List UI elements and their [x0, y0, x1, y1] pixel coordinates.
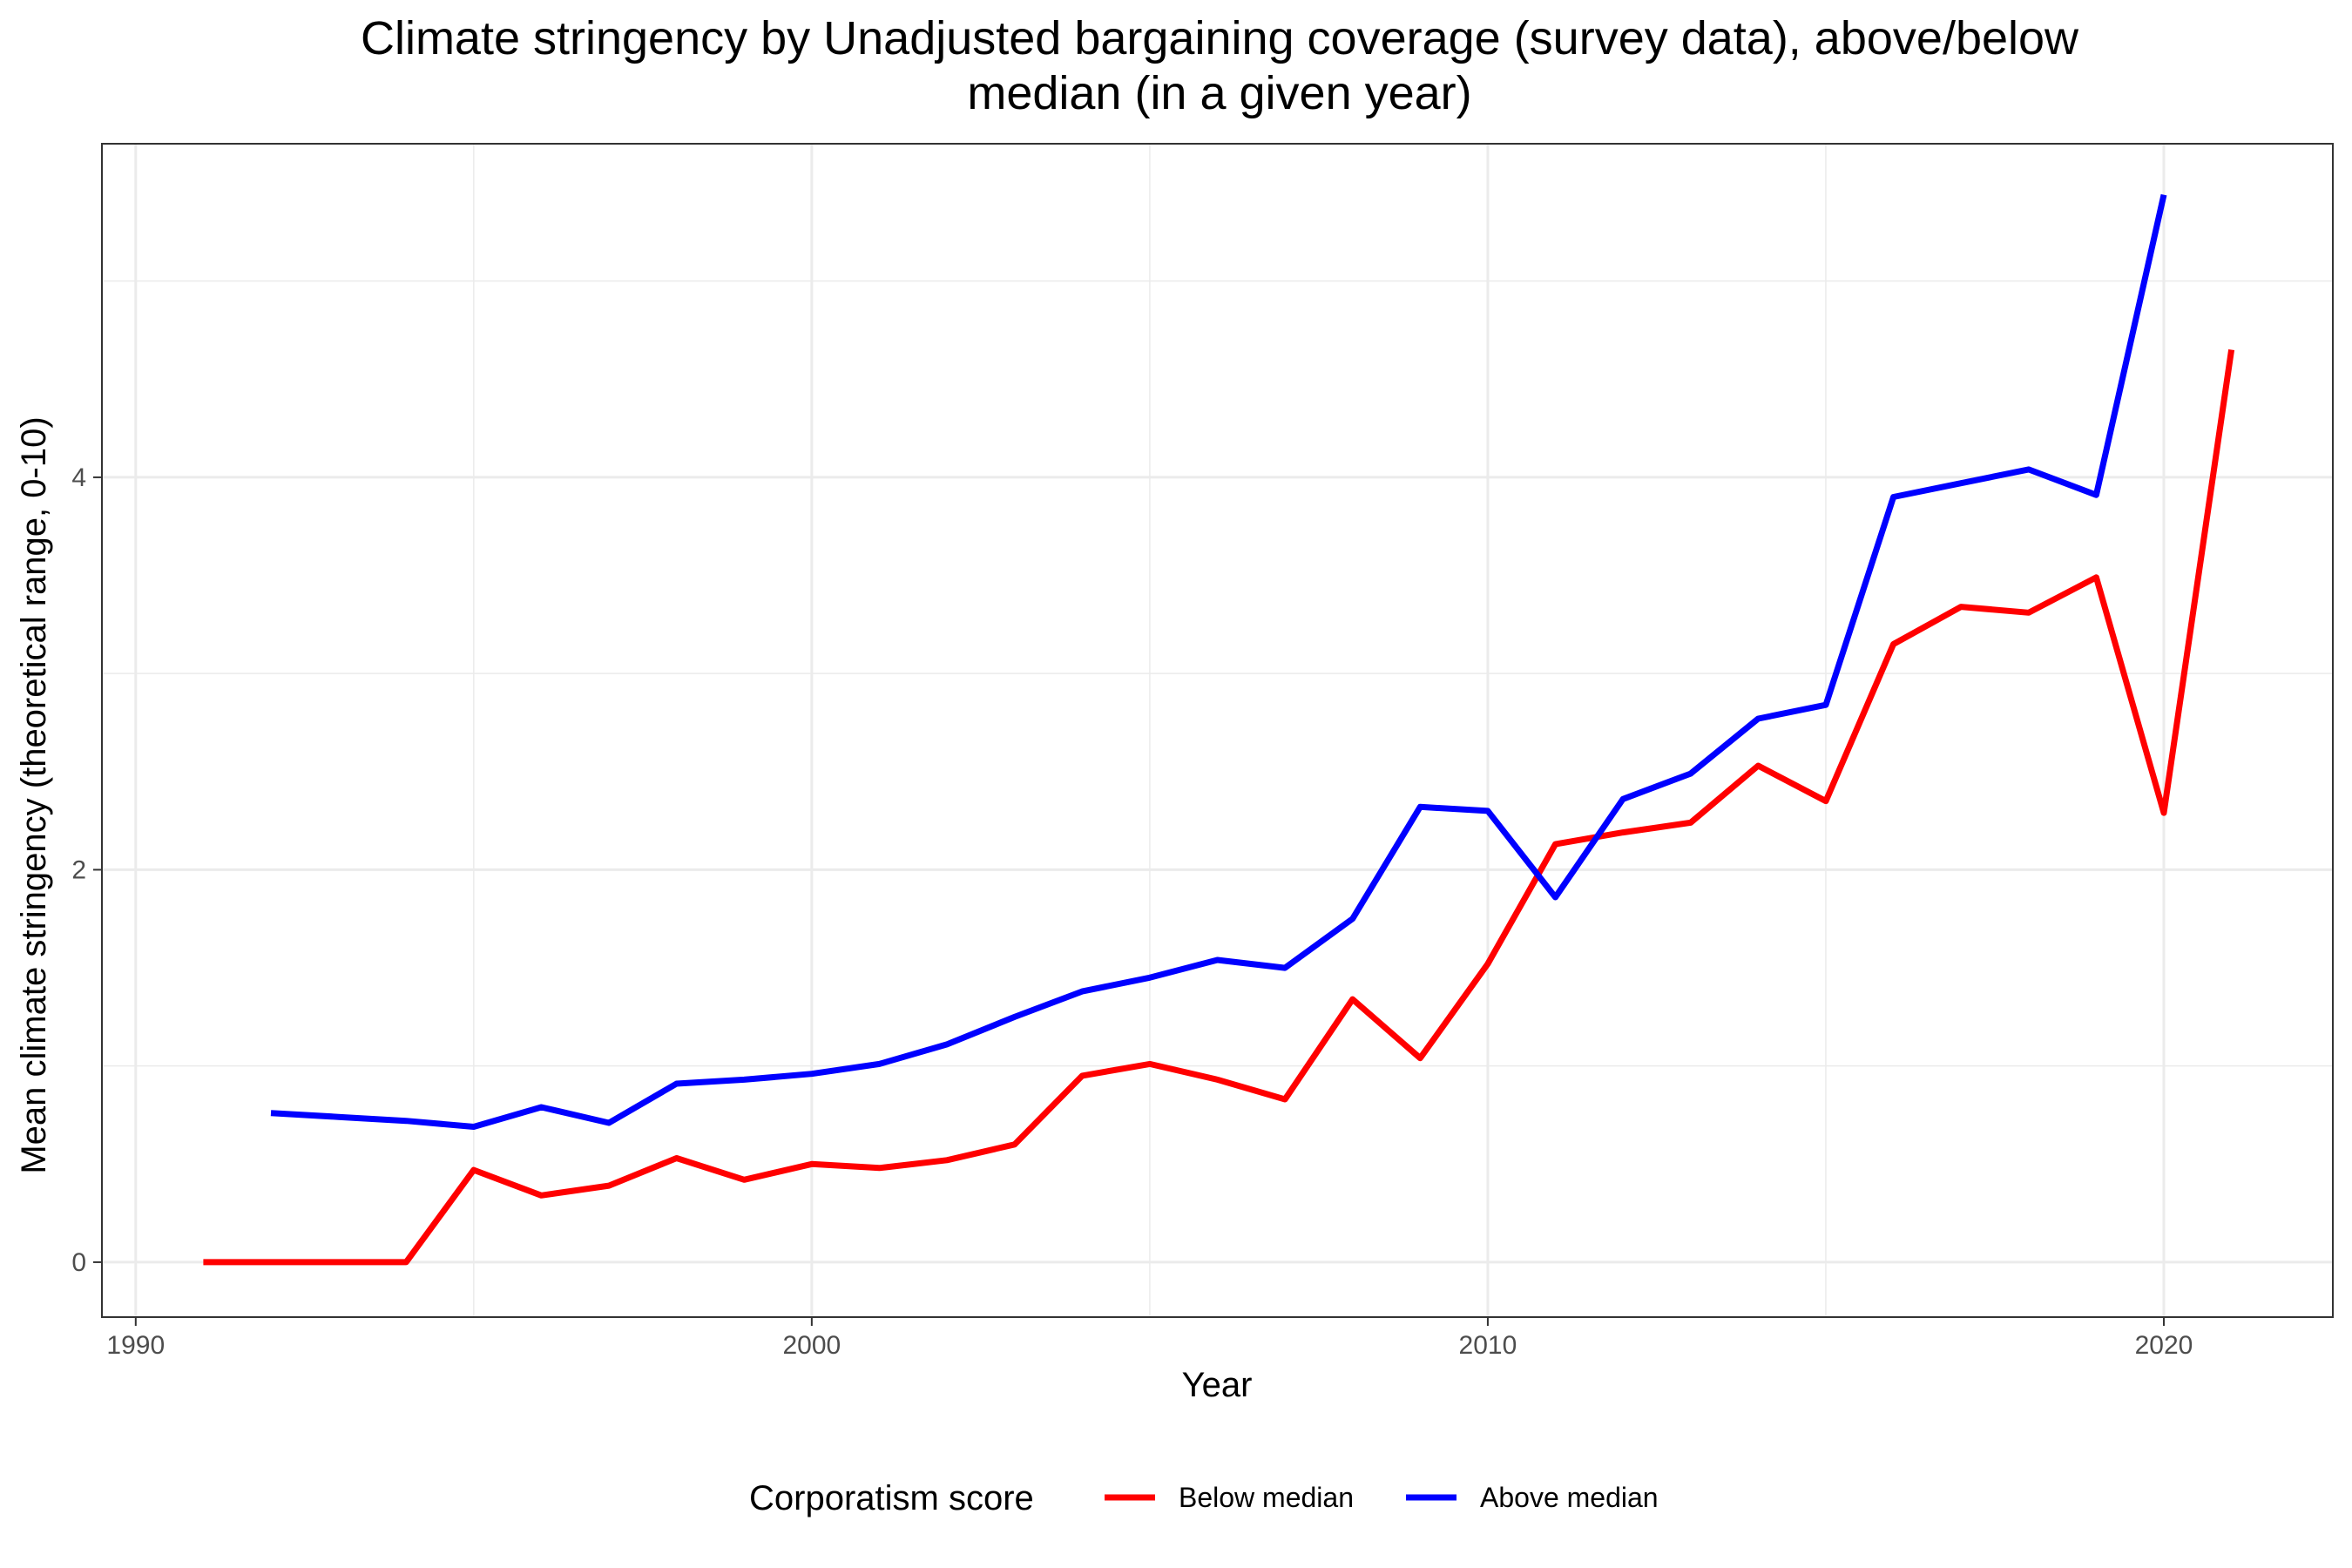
chart-title-line-1: Climate stringency by Unadjusted bargain… — [361, 12, 2079, 64]
x-tick-label: 1990 — [106, 1331, 165, 1360]
y-tick-label: 4 — [71, 463, 86, 492]
x-tick-label: 2000 — [782, 1331, 841, 1360]
y-axis-title: Mean climate stringency (theoretical ran… — [15, 416, 53, 1173]
grid-major — [102, 144, 2333, 1317]
y-tick-label: 2 — [71, 855, 86, 884]
legend-label-below-median: Below median — [1179, 1482, 1354, 1513]
panel-border — [101, 143, 2334, 1318]
x-tick-label: 2020 — [2135, 1331, 2193, 1360]
legend-label-above-median: Above median — [1480, 1482, 1659, 1513]
chart-title-line-2: median (in a given year) — [967, 67, 1471, 119]
legend-title: Corporatism score — [749, 1479, 1034, 1517]
x-axis: 1990 2000 2010 2020 — [106, 1317, 2193, 1360]
series-layer — [203, 193, 2235, 1266]
grid-minor — [102, 144, 2333, 1317]
y-axis: 0 2 4 — [71, 463, 102, 1277]
x-tick-label: 2010 — [1459, 1331, 1517, 1360]
y-tick-label: 0 — [71, 1248, 86, 1277]
series-line-above-median — [270, 193, 2167, 1130]
series-line-below-median — [203, 348, 2235, 1266]
x-axis-title: Year — [1182, 1366, 1253, 1404]
legend: Corporatism score Below median Above med… — [749, 1479, 1659, 1517]
